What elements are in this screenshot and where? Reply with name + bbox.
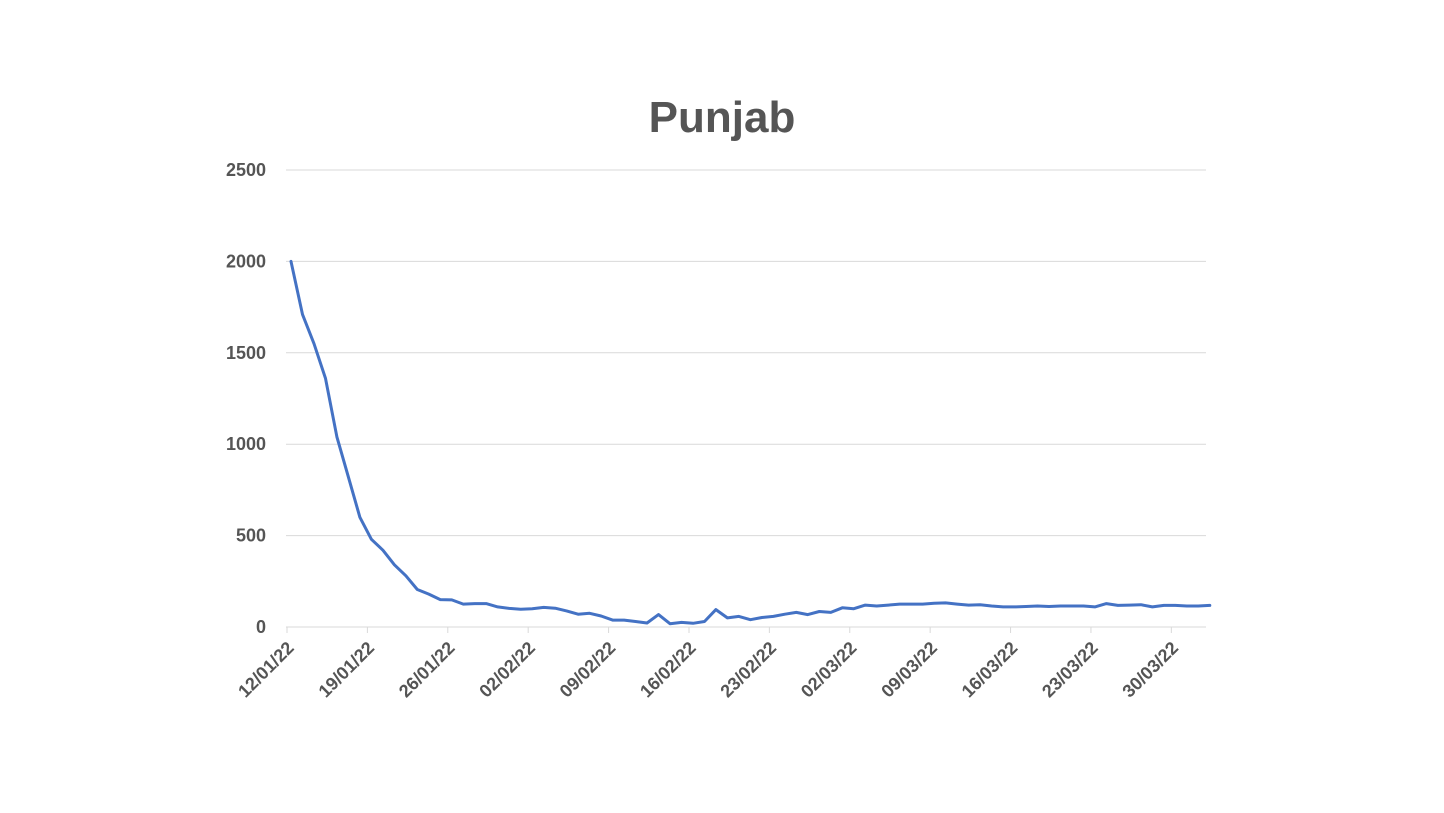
x-tick-label: 16/02/22: [636, 638, 700, 702]
y-tick-label: 500: [236, 526, 266, 546]
y-tick-label: 0: [256, 617, 266, 637]
x-tick-label: 02/03/22: [797, 638, 861, 702]
x-tick-label: 02/02/22: [475, 638, 539, 702]
x-tick-label: 19/01/22: [315, 638, 379, 702]
y-tick-label: 1000: [226, 434, 266, 454]
series-lines: [289, 259, 1212, 626]
x-tick-label: 26/01/22: [395, 638, 459, 702]
chart-title: Punjab: [649, 93, 796, 142]
x-tick-label: 09/02/22: [556, 638, 620, 702]
y-axis-tick-labels: 0 500 1000 1500 2000 2500: [226, 160, 266, 637]
x-axis: [286, 626, 1206, 633]
x-tick-label: 23/03/22: [1038, 638, 1102, 702]
x-tick-label: 12/01/22: [234, 638, 298, 702]
x-tick-label: 16/03/22: [958, 638, 1022, 702]
x-axis-tick-labels: 12/01/22 19/01/22 26/01/22 02/02/22 09/02/22…: [234, 638, 1182, 702]
x-tick-label: 09/03/22: [877, 638, 941, 702]
x-tick-label: 23/02/22: [717, 638, 781, 702]
gridlines: [286, 169, 1206, 537]
y-tick-label: 2000: [226, 251, 266, 271]
y-tick-label: 1500: [226, 343, 266, 363]
y-tick-label: 2500: [226, 160, 266, 180]
x-tick-label: 30/03/22: [1118, 638, 1182, 702]
series-line: [289, 259, 1212, 626]
